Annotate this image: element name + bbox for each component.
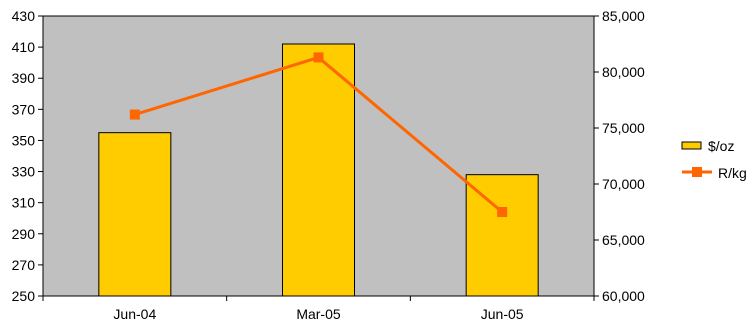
y-right-tick-label: 85,000	[602, 8, 645, 24]
line-marker	[129, 109, 140, 120]
y-left-tick-label: 310	[12, 195, 36, 211]
legend-label-bar: $/oz	[708, 138, 734, 154]
y-right-tick-label: 70,000	[602, 176, 645, 192]
y-left-tick-label: 430	[12, 8, 36, 24]
bar-mar-05	[282, 43, 355, 297]
line-marker	[497, 207, 508, 217]
legend: $/oz R/kg	[681, 138, 747, 181]
y-right-tick-label: 60,000	[602, 288, 645, 304]
y-left-tick-label: 350	[12, 132, 36, 148]
tick-labels: 250 270 290 310 330 350 370 390 410 430 60,000 65,0…	[12, 8, 645, 322]
y-left-tick-label: 270	[12, 257, 36, 273]
x-tick-label: Jun-05	[481, 306, 524, 322]
legend-label-line: R/kg	[718, 165, 747, 181]
y-right-tick-label: 80,000	[602, 64, 645, 80]
legend-swatch-bar	[681, 141, 702, 150]
y-left-tick-label: 290	[12, 226, 36, 242]
line-series	[129, 52, 508, 217]
y-left-tick-label: 370	[12, 101, 36, 117]
x-tick-label: Jun-04	[113, 306, 156, 322]
y-left-tick-label: 410	[12, 39, 36, 55]
y-right-tick-label: 75,000	[602, 120, 645, 136]
y-left-tick-label: 250	[12, 288, 36, 304]
legend-swatch-marker	[692, 167, 702, 177]
bar-series	[98, 43, 539, 297]
bar-jun-04	[98, 132, 172, 297]
y-left-tick-label: 330	[12, 164, 36, 180]
y-left-tick-label: 390	[12, 70, 36, 86]
y-right-tick-label: 65,000	[602, 232, 645, 248]
axes	[38, 15, 599, 301]
bar-jun-05	[465, 174, 539, 297]
x-tick-label: Mar-05	[296, 306, 341, 322]
line-marker	[313, 52, 324, 63]
